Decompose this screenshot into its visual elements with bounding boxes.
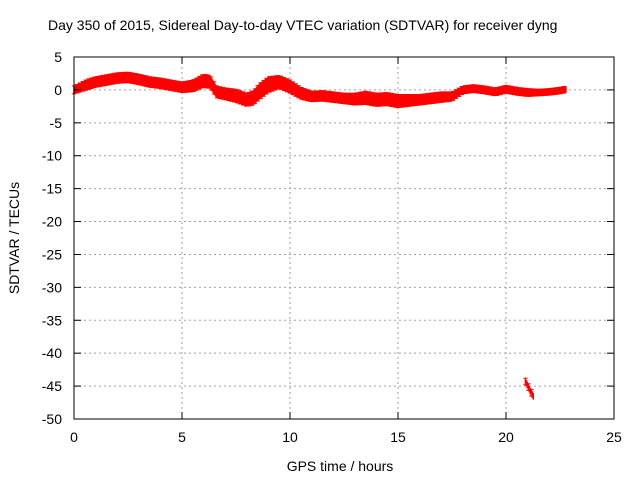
y-tick-label--50: -50 xyxy=(42,411,62,427)
y-tick-label-5: 5 xyxy=(54,49,62,65)
y-tick-label--40: -40 xyxy=(42,345,62,361)
y-tick-label--35: -35 xyxy=(42,312,62,328)
y-tick-label--30: -30 xyxy=(42,279,62,295)
x-axis-label: GPS time / hours xyxy=(287,458,394,474)
y-tick-label--10: -10 xyxy=(42,148,62,164)
y-tick-label--5: -5 xyxy=(50,115,63,131)
y-tick-label--25: -25 xyxy=(42,246,62,262)
x-tick-labels: 0 5 10 15 20 25 xyxy=(70,429,622,445)
x-tick-label-20: 20 xyxy=(498,429,514,445)
y-tick-label--15: -15 xyxy=(42,181,62,197)
series-main-band xyxy=(71,71,567,109)
data-series xyxy=(71,71,567,400)
series-outlier-segment xyxy=(523,377,535,400)
plot-frame xyxy=(73,56,615,420)
axis-ticks xyxy=(73,56,615,420)
x-tick-label-15: 15 xyxy=(390,429,406,445)
x-tick-label-10: 10 xyxy=(282,429,298,445)
grid xyxy=(74,57,614,419)
chart-title: Day 350 of 2015, Sidereal Day-to-day VTE… xyxy=(48,17,557,33)
y-tick-label-0: 0 xyxy=(54,82,62,98)
x-tick-label-25: 25 xyxy=(606,429,622,445)
x-tick-label-5: 5 xyxy=(178,429,186,445)
y-tick-label--45: -45 xyxy=(42,378,62,394)
y-axis-label: SDTVAR / TECUs xyxy=(6,182,22,294)
x-tick-label-0: 0 xyxy=(70,429,78,445)
y-tick-labels: 5 0 -5 -10 -15 -20 -25 -30 -35 -40 -45 -50 xyxy=(42,49,62,427)
y-tick-label--20: -20 xyxy=(42,214,62,230)
